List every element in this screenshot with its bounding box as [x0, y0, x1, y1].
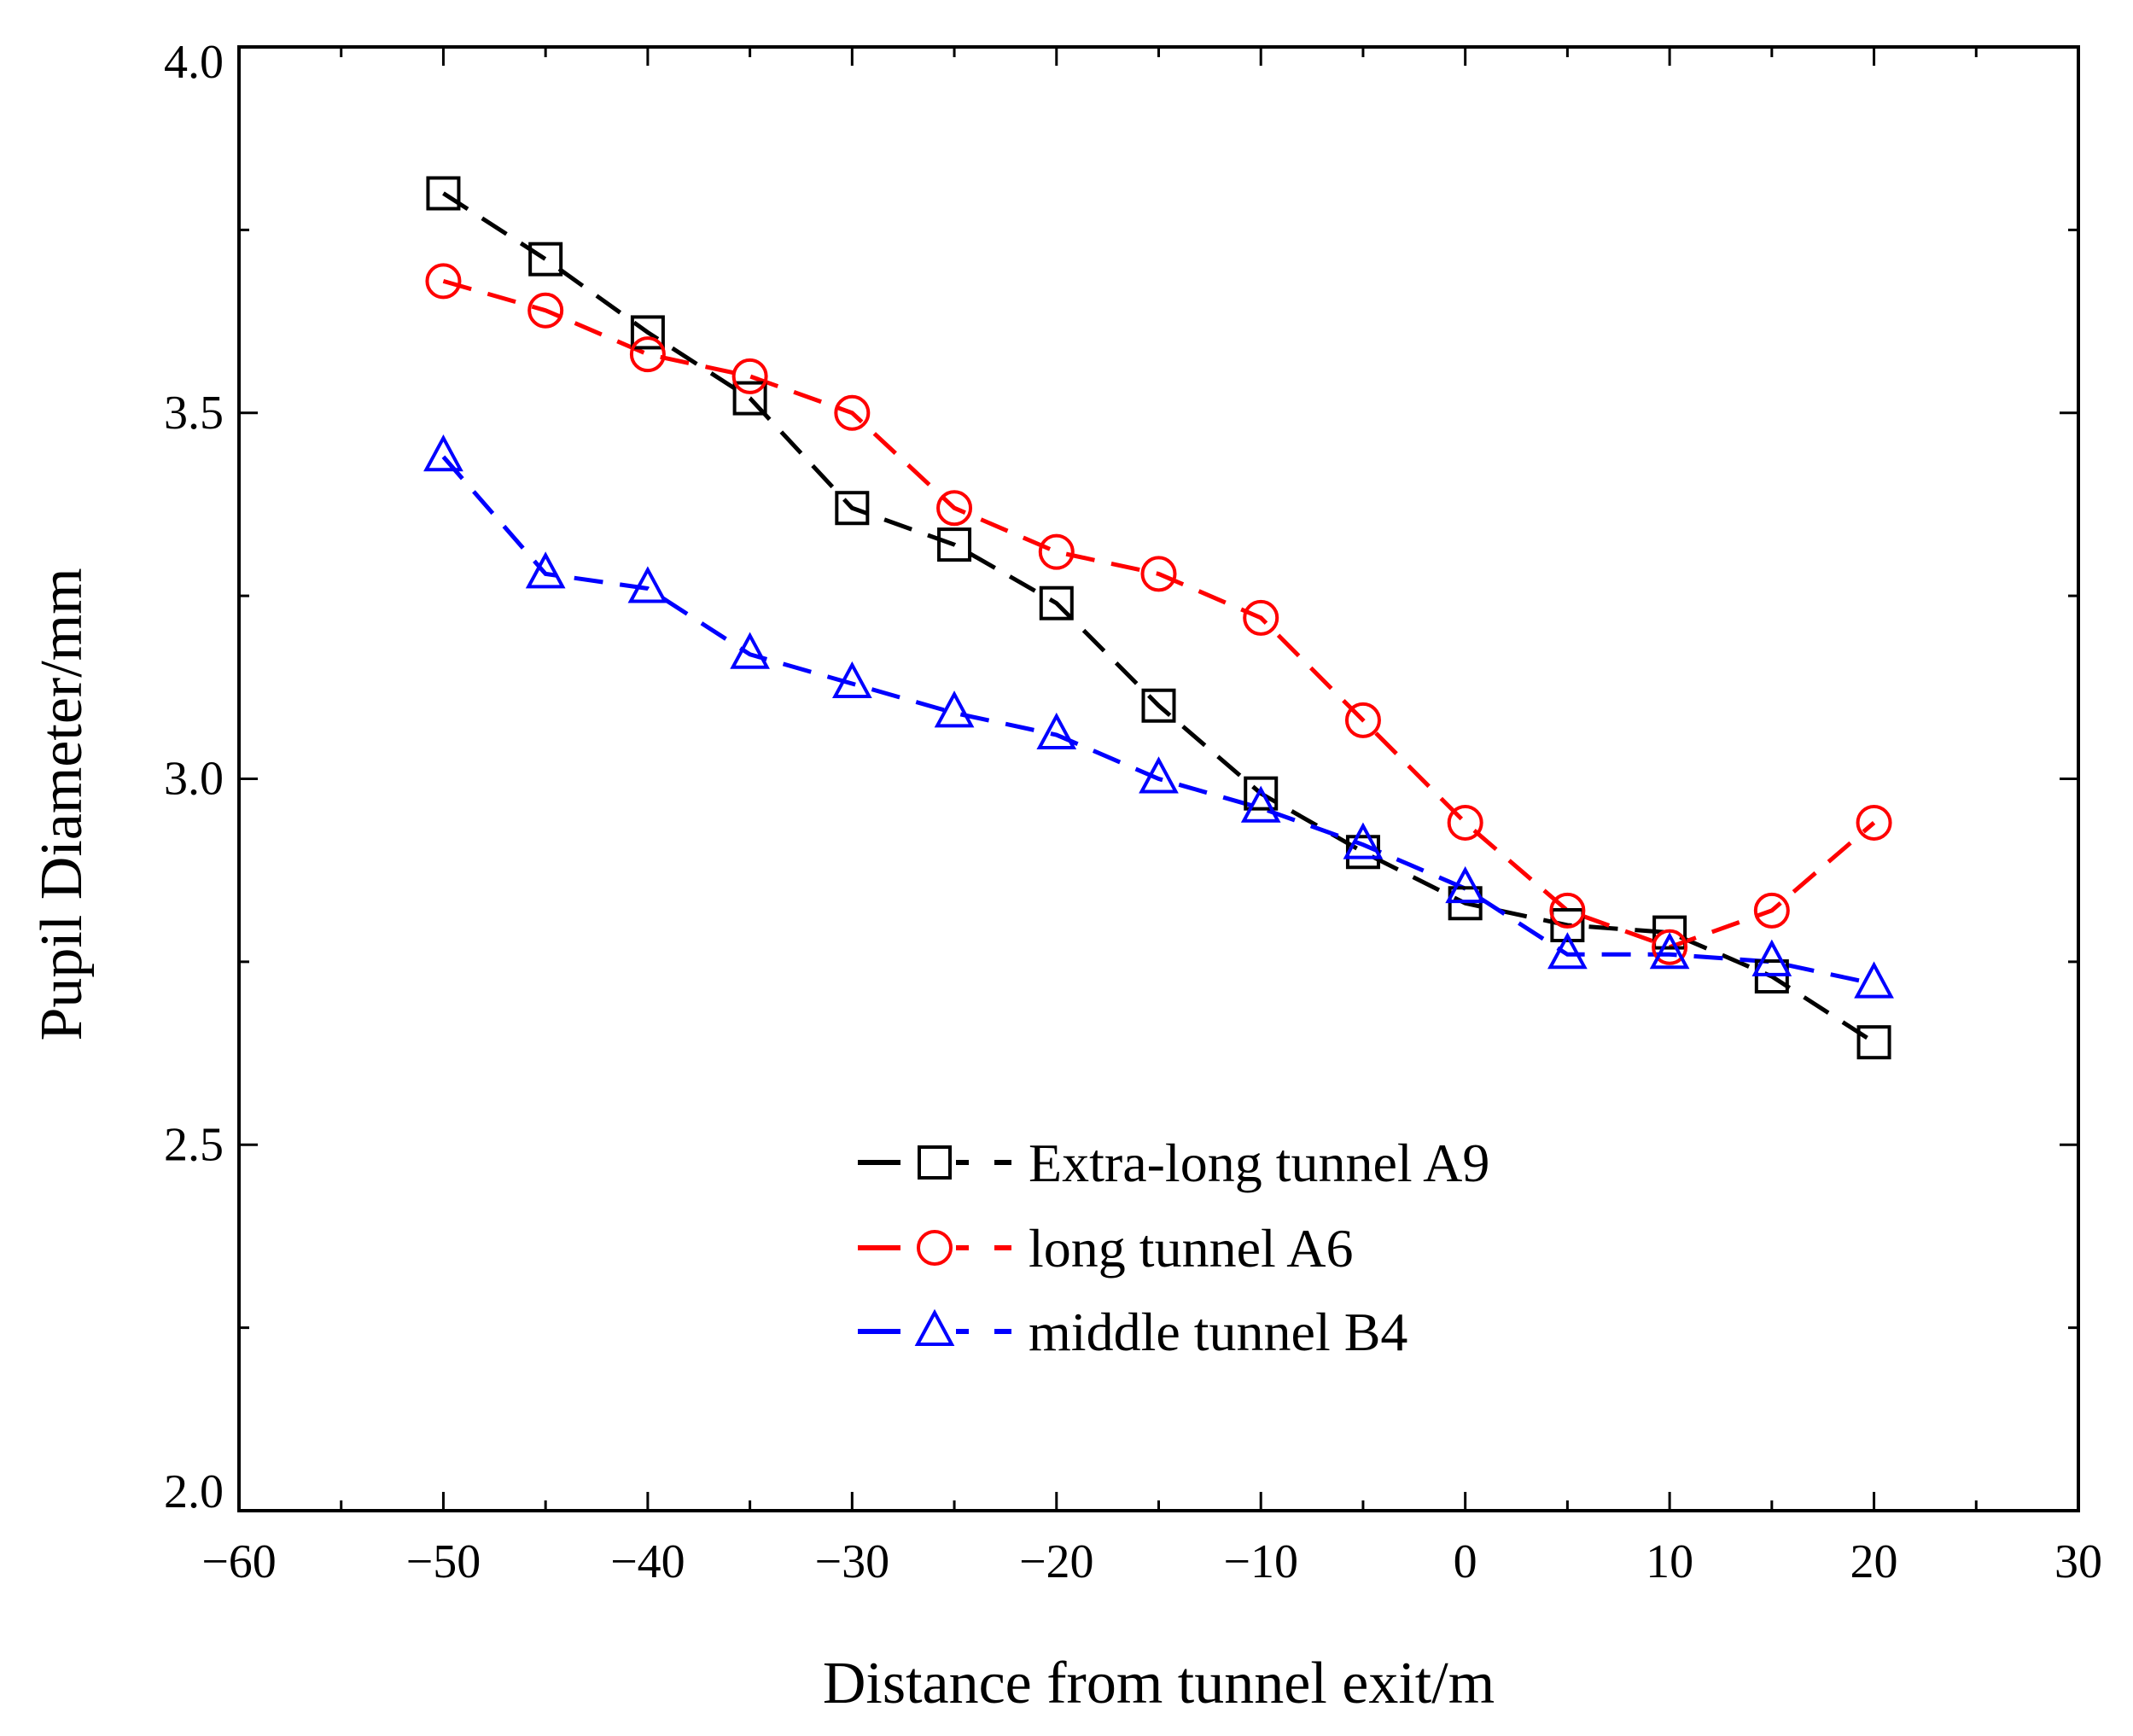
data-point-square [835, 491, 870, 526]
x-axis-title: Distance from tunnel exit/m [823, 1651, 1495, 1716]
data-point-triangle [1343, 822, 1384, 859]
data-point-circle [1140, 556, 1177, 592]
data-point-circle [1344, 702, 1381, 738]
series-markers [423, 176, 1894, 1060]
y-tick-label: 2.0 [164, 1465, 224, 1518]
x-tick-label: −50 [406, 1535, 481, 1588]
legend: Extra-long tunnel A9 long tunnel A6 middle… [858, 1133, 1489, 1362]
data-point-circle [1753, 892, 1790, 929]
data-point-triangle [1036, 712, 1077, 750]
x-tick-label: 20 [1850, 1535, 1898, 1588]
y-tick-label: 4.0 [164, 36, 224, 89]
data-point-triangle [934, 690, 975, 728]
data-point-square [528, 242, 563, 277]
y-axis-title: Pupil Diameter/mm [29, 568, 95, 1040]
data-point-square [937, 527, 972, 562]
data-point-triangle [1547, 932, 1588, 970]
data-point-triangle [1751, 939, 1792, 976]
data-point-square [1039, 585, 1074, 620]
data-point-circle [1652, 929, 1688, 965]
data-point-circle [527, 292, 564, 329]
x-tick-label: −10 [1223, 1535, 1298, 1588]
data-point-square [1448, 886, 1483, 921]
data-point-circle [629, 336, 666, 373]
axis-tick-labels: −60 −50 −40 −30 −20 −10 0 10 20 30 2.0 2.5 3.0 3.5 4.0 [164, 36, 2102, 1588]
x-tick-label: −30 [815, 1535, 890, 1588]
legend-item: middle tunnel B4 [858, 1302, 1407, 1362]
data-point-square [426, 176, 461, 211]
legend-label: middle tunnel B4 [1029, 1302, 1407, 1362]
data-point-circle [425, 263, 462, 300]
x-tick-label: 30 [2054, 1535, 2102, 1588]
legend-item: Extra-long tunnel A9 [858, 1133, 1489, 1193]
x-tick-label: −20 [1019, 1535, 1094, 1588]
legend-label: Extra-long tunnel A9 [1029, 1133, 1489, 1193]
data-point-square [630, 315, 665, 350]
x-tick-label: 10 [1646, 1535, 1693, 1588]
data-point-square [1345, 835, 1380, 870]
data-point-triangle [423, 434, 463, 472]
legend-marker-square [918, 1145, 952, 1180]
series-line-2 [442, 278, 1876, 950]
legend-item: long tunnel A6 [858, 1218, 1353, 1279]
data-point-circle [1549, 892, 1586, 929]
data-point-square [732, 381, 767, 416]
y-tick-label: 2.5 [164, 1118, 224, 1171]
data-point-triangle [627, 566, 668, 603]
data-point-square [1856, 1025, 1891, 1060]
data-point-square [1754, 959, 1789, 994]
data-point-circle [1243, 599, 1279, 636]
y-tick-label: 3.5 [164, 387, 224, 440]
x-tick-label: 0 [1454, 1535, 1477, 1588]
x-tick-label: −60 [201, 1535, 277, 1588]
data-point-triangle [1854, 961, 1894, 999]
series-line-1 [442, 191, 1875, 1045]
data-point-circle [834, 394, 871, 431]
axis-ticks [237, 45, 2080, 1512]
data-point-circle [1038, 533, 1075, 570]
data-point-triangle [1445, 865, 1486, 904]
series-line-3 [441, 455, 1875, 987]
data-point-triangle [1649, 932, 1690, 970]
data-point-square [1652, 915, 1687, 950]
legend-marker-circle [917, 1230, 953, 1266]
y-tick-label: 3.0 [164, 753, 224, 806]
data-point-square [1550, 908, 1585, 942]
data-point-circle [731, 358, 768, 394]
x-tick-label: −40 [610, 1535, 685, 1588]
data-point-triangle [1240, 785, 1281, 823]
data-point-square [1141, 688, 1176, 723]
data-point-triangle [525, 551, 566, 589]
data-point-triangle [1139, 756, 1179, 794]
data-point-circle [1856, 804, 1892, 841]
series-lines [441, 191, 1876, 1045]
data-point-circle [936, 490, 973, 527]
data-point-square [1244, 776, 1279, 811]
data-point-triangle [730, 632, 770, 669]
data-point-triangle [831, 661, 872, 699]
legend-marker-triangle [914, 1308, 955, 1346]
data-point-circle [1447, 804, 1483, 841]
legend-label: long tunnel A6 [1029, 1218, 1353, 1279]
